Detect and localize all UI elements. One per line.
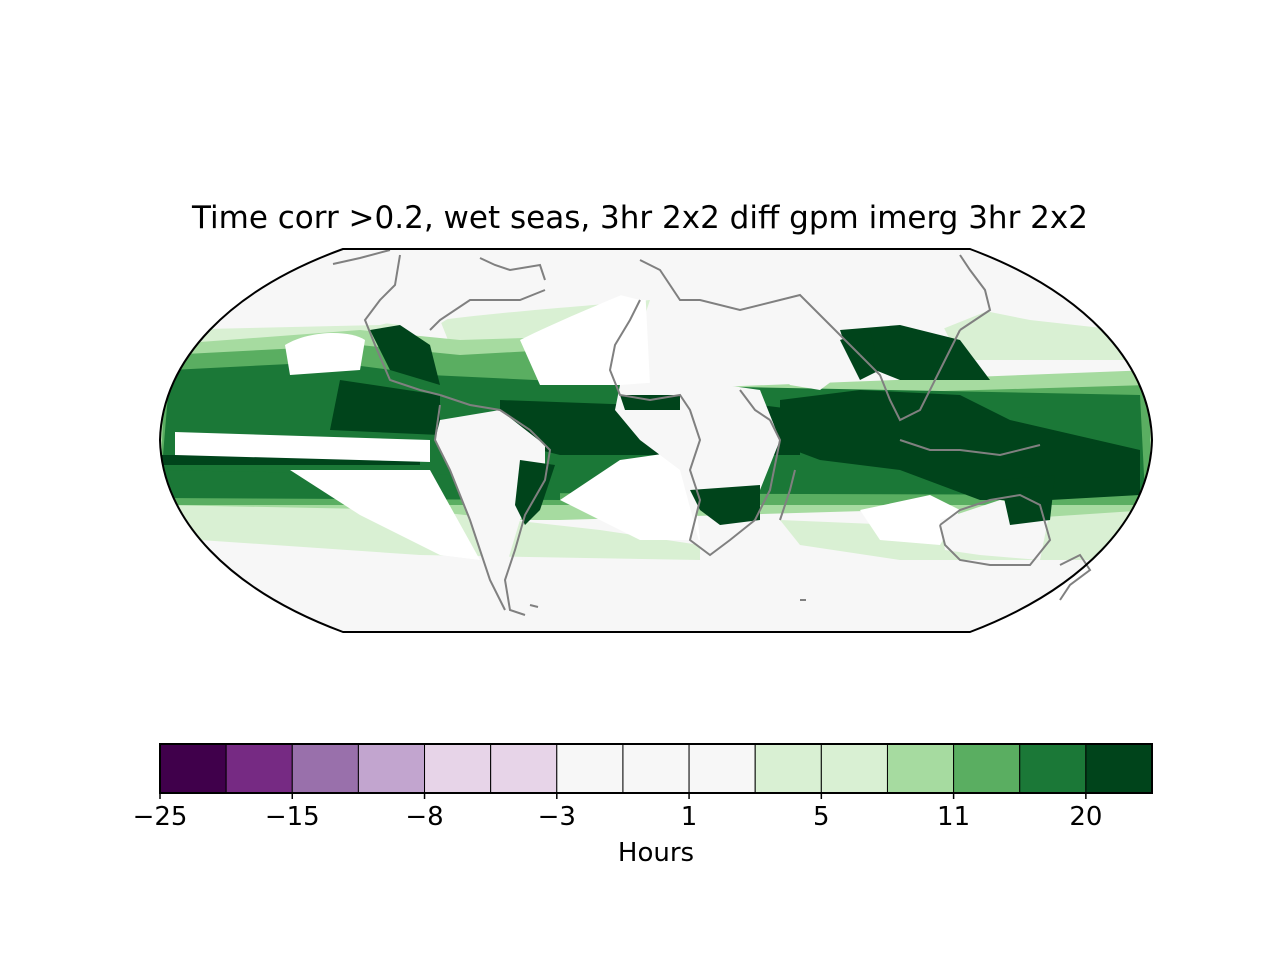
colorbar-tick-label: −3 [538,802,576,832]
colorbar-tick-label: −15 [265,802,320,832]
colorbar-tick-label: 1 [681,802,698,832]
colorbar-label: Hours [617,838,695,868]
colorbar-segment [159,743,227,794]
colorbar-segment [1085,743,1153,794]
colorbar-segment [886,743,955,794]
globe-outline [158,248,1154,633]
field-layer [160,249,1152,632]
colorbar-segment [490,743,558,794]
colorbar-segment [556,743,624,794]
colorbar-tick-label: 20 [1069,802,1102,832]
colorbar-outline [159,743,1153,794]
colorbar-segment [225,743,293,794]
colorbar-segment [953,743,1021,794]
colorbar-tick-label: 11 [937,802,970,832]
coastlines [332,249,1092,616]
colorbar-segment [291,743,359,794]
colorbar-tick-label: −25 [133,802,188,832]
colorbar-segment [820,743,888,794]
colorbar-segment [1019,743,1087,794]
map-title: Time corr >0.2, wet seas, 3hr 2x2 diff g… [192,200,1088,236]
colorbar-segment [424,743,492,794]
colorbar-segment [754,743,822,794]
colorbar: −25 −15 −8 −3 1 5 11 20 [133,743,1153,832]
colorbar-tick-label: 5 [813,802,830,832]
colorbar-tick-label: −8 [405,802,443,832]
colorbar-segment [688,743,756,794]
colorbar-segment [622,743,690,794]
colorbar-segment [357,743,426,794]
